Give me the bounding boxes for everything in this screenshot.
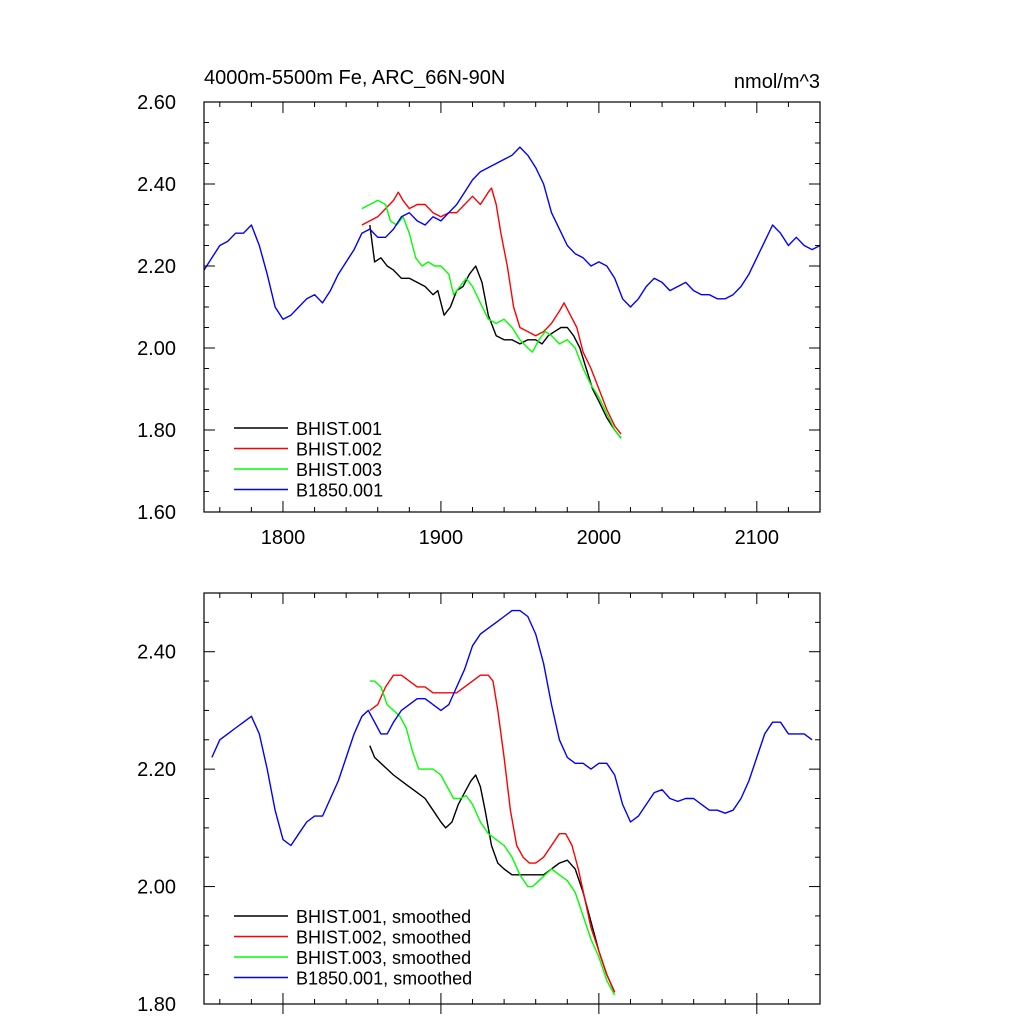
bottom-panel: 1.802.002.202.40 BHIST.001, smoothedBHIS… (137, 592, 821, 1016)
y-tick-label: 2.60 (137, 92, 176, 114)
series-line-bottom-2 (369, 674, 616, 993)
series-line-top-1 (369, 224, 622, 439)
y-tick-label: 2.00 (137, 877, 176, 899)
series-line-top-2 (361, 187, 622, 435)
y-tick-label: 2.40 (137, 174, 176, 196)
y-tick-label: 1.80 (137, 420, 176, 442)
legend-label: BHIST.001, smoothed (296, 907, 471, 927)
y-tick-label: 2.40 (137, 642, 176, 664)
legend-label: BHIST.002, smoothed (296, 928, 471, 948)
x-tick-label: 2100 (735, 527, 780, 549)
legend-label: B1850.001 (296, 481, 383, 501)
legend-label: BHIST.002 (296, 440, 382, 460)
y-tick-label: 1.80 (137, 994, 176, 1016)
legend-label: BHIST.003 (296, 460, 382, 480)
top-axis-ticks: 1800 1900 2000 2100 1.60 1.80 2.00 2.20 2.40 2.60 (137, 92, 821, 549)
series-line-top-3 (361, 199, 622, 439)
series-line-bottom-3 (369, 680, 616, 996)
y-tick-label: 1.60 (137, 502, 176, 524)
bottom-series-lines (211, 609, 813, 996)
series-line-bottom-4 (211, 609, 813, 847)
x-tick-label: 1900 (419, 527, 464, 549)
series-line-top-4 (203, 146, 821, 320)
bottom-axis-ticks: 1.80 2.00 2.20 2.40 (137, 592, 821, 1016)
top-title: 4000m-5500m Fe, ARC_66N-90N (204, 67, 505, 89)
legend-label: B1850.001, smoothed (296, 969, 472, 989)
y-tick-label: 2.20 (137, 759, 176, 781)
top-units: nmol/m^3 (734, 71, 820, 93)
top-panel: 4000m-5500m Fe, ARC_66N-90N nmol/m^3 180… (137, 67, 821, 549)
legend-label: BHIST.003, smoothed (296, 948, 471, 968)
series-line-bottom-1 (369, 745, 616, 993)
x-tick-label: 2000 (577, 527, 622, 549)
y-tick-label: 2.20 (137, 256, 176, 278)
top-series-lines (203, 146, 821, 439)
y-tick-label: 2.00 (137, 338, 176, 360)
legend-label: BHIST.001 (296, 419, 382, 439)
x-tick-label: 1800 (261, 527, 306, 549)
